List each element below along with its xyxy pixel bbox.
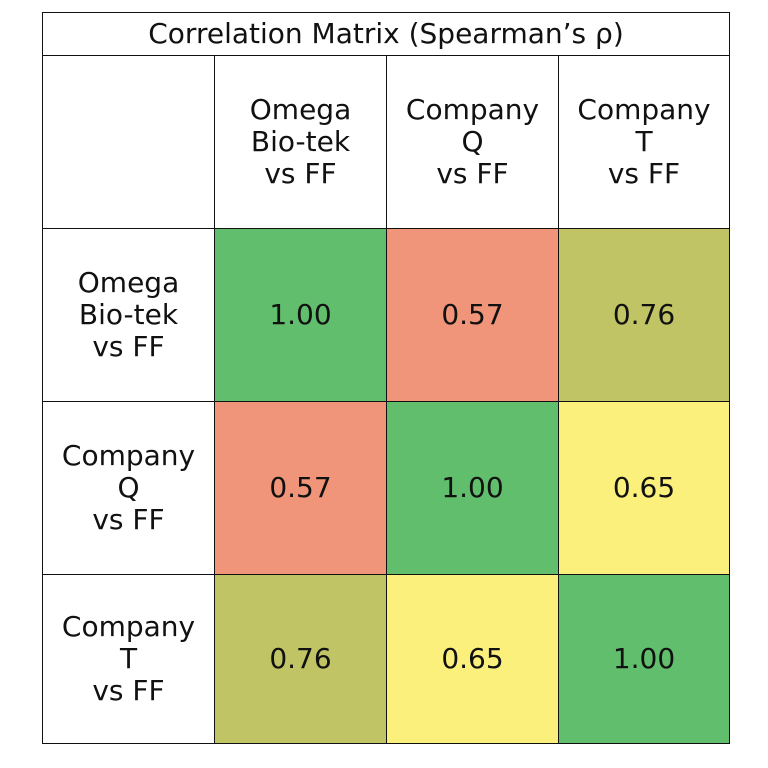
row-header-company-q-line-2: Q [117,471,140,505]
row-header-company-t-line-1: Company [61,610,196,644]
row-header-company-t: Company T vs FF [42,574,215,744]
heatmap-cell-company-t-company-t: 1.00 [558,574,730,744]
row-header-company-q: Company Q vs FF [42,401,215,575]
column-header-omega: Omega Bio-tek vs FF [214,55,387,229]
heatmap-value-company-q-omega: 0.57 [269,471,332,504]
row-header-omega-line-1: Omega [77,266,180,300]
heatmap-value-company-t-company-q: 0.65 [441,642,504,675]
blank-corner-cell [42,55,215,229]
row-header-company-t-label: Company T vs FF [62,611,195,707]
heatmap-value-omega-omega: 1.00 [269,298,332,331]
column-header-company-q-line-1: Company [405,93,540,127]
matrix-title: Correlation Matrix (Spearman’s ρ) [42,12,730,56]
column-header-company-q: Company Q vs FF [386,55,559,229]
row-header-omega-line-3: vs FF [92,329,165,363]
heatmap-cell-company-q-company-t: 0.65 [558,401,730,575]
column-header-company-q-line-2: Q [461,125,484,159]
heatmap-value-company-q-company-q: 1.00 [441,471,504,504]
heatmap-value-company-t-company-t: 1.00 [612,642,676,675]
heatmap-cell-company-t-company-q: 0.65 [386,574,559,744]
row-header-company-q-line-3: vs FF [92,502,165,536]
row-header-company-t-line-2: T [119,642,138,676]
heatmap-cell-omega-company-q: 0.57 [386,228,559,402]
column-header-company-t-line-2: T [635,125,653,159]
heatmap-cell-company-q-omega: 0.57 [214,401,387,575]
column-header-company-t-line-3: vs FF [607,156,681,190]
heatmap-value-company-q-company-t: 0.65 [612,471,676,504]
heatmap-value-company-t-omega: 0.76 [269,642,332,675]
correlation-matrix: Correlation Matrix (Spearman’s ρ) Omega … [42,12,730,744]
row-header-company-q-line-1: Company [61,439,196,473]
column-header-omega-label: Omega Bio-tek vs FF [250,94,351,190]
row-header-omega-line-2: Bio-tek [78,298,179,332]
column-header-company-t: Company T vs FF [558,55,730,229]
column-header-omega-line-2: Bio-tek [250,125,351,159]
row-header-omega: Omega Bio-tek vs FF [42,228,215,402]
heatmap-cell-omega-company-t: 0.76 [558,228,730,402]
column-header-company-q-line-3: vs FF [436,156,509,190]
heatmap-cell-company-t-omega: 0.76 [214,574,387,744]
column-header-company-t-line-1: Company [577,93,711,127]
column-header-company-t-label: Company T vs FF [577,94,710,190]
row-header-company-q-label: Company Q vs FF [62,440,195,536]
row-header-company-t-line-3: vs FF [92,673,165,707]
column-header-omega-line-1: Omega [249,93,352,127]
column-header-omega-line-3: vs FF [264,156,337,190]
heatmap-cell-company-q-company-q: 1.00 [386,401,559,575]
heatmap-value-omega-company-t: 0.76 [612,298,676,331]
row-header-omega-label: Omega Bio-tek vs FF [78,267,179,363]
heatmap-cell-omega-omega: 1.00 [214,228,387,402]
heatmap-value-omega-company-q: 0.57 [441,298,504,331]
column-header-company-q-label: Company Q vs FF [406,94,539,190]
